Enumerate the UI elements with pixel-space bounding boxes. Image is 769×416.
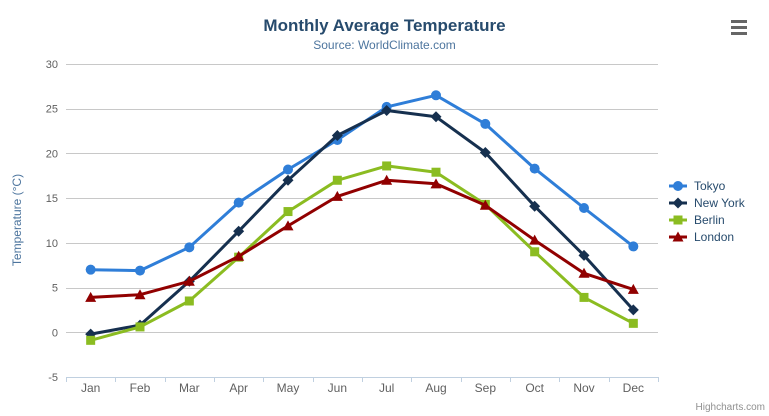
data-point[interactable] <box>431 167 441 177</box>
data-point[interactable] <box>283 207 293 217</box>
data-point[interactable] <box>627 283 639 294</box>
x-axis-label: Sep <box>475 381 497 395</box>
x-axis-label: Jun <box>328 381 347 395</box>
data-point[interactable] <box>135 265 145 276</box>
data-point[interactable] <box>628 241 639 252</box>
legend-marker-circle-icon <box>669 180 687 191</box>
legend-label: Tokyo <box>694 178 726 193</box>
data-point[interactable] <box>331 130 343 142</box>
y-axis-label: 0 <box>52 327 58 339</box>
data-point[interactable] <box>85 264 96 275</box>
data-point[interactable] <box>578 249 590 261</box>
series-line-berlin[interactable] <box>89 164 635 342</box>
y-axis-label: 10 <box>46 238 58 250</box>
data-point[interactable] <box>332 175 342 185</box>
export-menu-button[interactable] <box>727 17 751 37</box>
series-line-london[interactable] <box>89 178 635 299</box>
x-axis-label: Oct <box>525 381 544 395</box>
y-axis-label: 25 <box>46 104 58 116</box>
x-axis-label: Nov <box>573 381 594 395</box>
data-point[interactable] <box>578 267 590 278</box>
data-point[interactable] <box>381 174 393 185</box>
data-point[interactable] <box>184 242 195 253</box>
legend-marker-symbol <box>673 215 683 224</box>
y-axis-label: 20 <box>46 148 58 160</box>
data-point[interactable] <box>233 197 244 208</box>
data-point[interactable] <box>627 304 639 316</box>
x-axis-label: May <box>277 381 300 395</box>
legend-marker-triangle-icon <box>669 231 687 241</box>
legend: Tokyo New York Berlin London <box>668 177 768 245</box>
data-point[interactable] <box>233 250 245 261</box>
data-point[interactable] <box>282 174 294 186</box>
data-point[interactable] <box>135 322 145 332</box>
data-point[interactable] <box>85 291 97 302</box>
data-point[interactable] <box>282 220 294 231</box>
data-point[interactable] <box>283 164 293 175</box>
legend-label: Berlin <box>694 212 725 227</box>
data-point[interactable] <box>430 111 442 123</box>
x-axis-label: Mar <box>179 381 200 395</box>
data-point[interactable] <box>479 199 491 210</box>
data-point[interactable] <box>529 234 541 245</box>
legend-marker-diamond-icon <box>669 197 687 208</box>
y-axis-label: 15 <box>46 193 58 205</box>
legend-marker-symbol <box>672 197 684 208</box>
highcharts-credit-link[interactable]: Highcharts.com <box>695 402 765 413</box>
data-point[interactable] <box>480 118 491 129</box>
chart-title: Monthly Average Temperature <box>263 16 506 35</box>
x-axis-label: Feb <box>130 381 151 395</box>
y-axis-label: 30 <box>46 59 58 71</box>
hamburger-menu-icon <box>731 19 747 35</box>
legend-item-new-york[interactable]: New York <box>668 194 768 211</box>
y-axis-label: 5 <box>52 283 58 295</box>
data-point[interactable] <box>431 90 441 101</box>
x-axis-label: Dec <box>623 381 644 395</box>
data-point[interactable] <box>628 318 638 328</box>
legend-label: New York <box>694 195 745 210</box>
legend-item-tokyo[interactable]: Tokyo <box>668 177 768 194</box>
legend-label: London <box>694 229 735 244</box>
legend-marker-symbol <box>673 180 683 191</box>
data-point[interactable] <box>233 225 245 237</box>
data-point[interactable] <box>530 247 540 257</box>
data-point[interactable] <box>430 178 442 189</box>
data-point[interactable] <box>331 190 343 201</box>
chart-subtitle: Source: WorldClimate.com <box>313 38 456 52</box>
data-point[interactable] <box>579 292 589 302</box>
legend-item-london[interactable]: London <box>668 228 768 245</box>
data-point[interactable] <box>529 163 540 174</box>
data-point[interactable] <box>184 296 194 306</box>
series-line-new-york[interactable] <box>89 109 635 336</box>
data-point[interactable] <box>479 147 491 159</box>
x-axis-label: Apr <box>229 381 248 395</box>
x-axis-label: Jul <box>379 381 394 395</box>
data-point[interactable] <box>529 200 541 212</box>
x-axis-label: Aug <box>425 381 446 395</box>
legend-marker-symbol <box>672 231 684 241</box>
legend-item-berlin[interactable]: Berlin <box>668 211 768 228</box>
y-axis-label: -5 <box>48 372 58 384</box>
data-point[interactable] <box>579 202 589 213</box>
data-point[interactable] <box>86 335 96 345</box>
data-point[interactable] <box>183 275 195 286</box>
data-point[interactable] <box>134 289 146 300</box>
data-point[interactable] <box>381 105 393 117</box>
legend-marker-square-icon <box>669 215 687 224</box>
data-point[interactable] <box>382 161 392 171</box>
x-axis-label: Jan <box>81 381 100 395</box>
